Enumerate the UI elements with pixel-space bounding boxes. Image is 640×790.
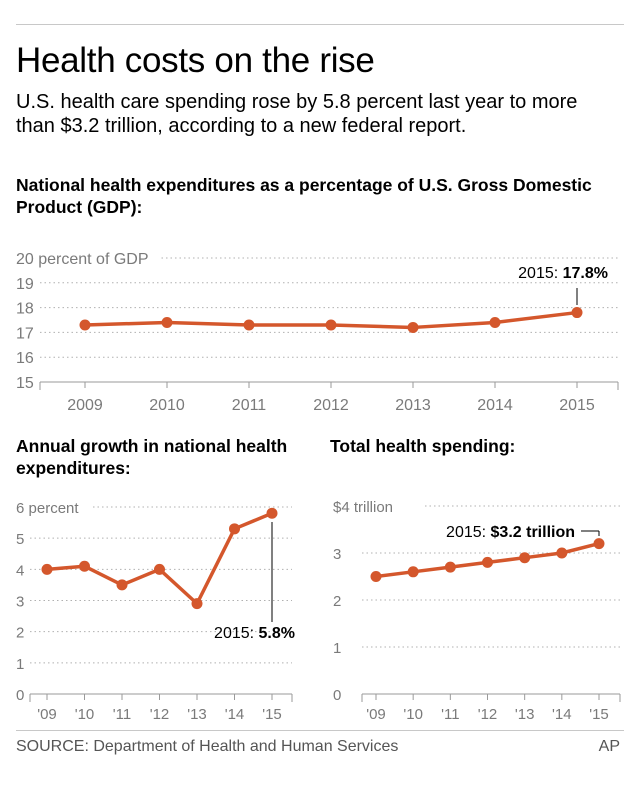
- x-tick-label: '13: [187, 706, 207, 723]
- y-tick-label-backing: [331, 498, 423, 514]
- gdp-chart-title: National health expenditures as a percen…: [16, 175, 592, 217]
- y-tick-label-backing: [14, 499, 91, 515]
- source-note: SOURCE: Department of Health and Human S…: [16, 738, 399, 755]
- y-tick-label: 4: [16, 562, 24, 579]
- data-point: [571, 307, 583, 319]
- top-rule: [16, 24, 624, 25]
- annotation-prefix: 2015:: [446, 524, 490, 541]
- data-point: [116, 579, 128, 591]
- bottom-rule: [16, 730, 624, 731]
- x-tick-label: '11: [113, 706, 131, 723]
- data-point: [79, 319, 91, 331]
- x-tick-label: 2011: [232, 397, 267, 414]
- x-tick-label: 2014: [477, 397, 513, 414]
- data-point: [489, 316, 501, 328]
- annotation-value: 17.8%: [563, 265, 608, 282]
- x-tick-label: '15: [589, 706, 609, 723]
- annotation-value: $3.2 trillion: [491, 524, 575, 541]
- x-tick-label: 2013: [395, 397, 431, 414]
- data-point: [41, 563, 53, 575]
- spending-chart: 0 1 2 3 $4 trillion '09 '10 '11 '12 '13 '14 '15 2015…: [331, 498, 621, 723]
- data-point: [191, 598, 203, 610]
- y-tick-label: 0: [16, 687, 24, 704]
- y-tick-label: 2: [16, 625, 24, 642]
- annotation-label: 2015: 5.8%: [214, 625, 295, 642]
- x-tick-label: '10: [403, 706, 423, 723]
- annotation-value: 5.8%: [259, 625, 295, 642]
- data-point: [482, 556, 493, 568]
- credit-label: AP: [598, 738, 620, 755]
- x-tick-label: '14: [552, 706, 572, 723]
- y-tick-label: 1: [333, 640, 341, 657]
- data-point: [556, 547, 568, 559]
- x-tick-label: '14: [225, 706, 245, 723]
- page-title: Health costs on the rise: [16, 41, 375, 80]
- data-point: [229, 523, 240, 535]
- annotation-label: 2015: 17.8%: [518, 265, 608, 282]
- y-tick-label: 16: [16, 350, 34, 367]
- x-tick-label: 2010: [149, 397, 185, 414]
- data-point: [161, 316, 173, 328]
- x-tick-label: '10: [75, 706, 95, 723]
- spending-chart-title: Total health spending:: [330, 436, 516, 456]
- data-point: [79, 560, 90, 572]
- data-point: [370, 571, 382, 582]
- x-tick-label: '11: [441, 706, 459, 723]
- y-tick-label: 1: [16, 656, 24, 673]
- data-point: [519, 552, 531, 564]
- data-point: [154, 563, 165, 575]
- x-tick-label: '15: [262, 706, 282, 723]
- y-tick-label-backing: [14, 250, 162, 266]
- data-point: [243, 319, 255, 331]
- y-tick-label: 18: [16, 301, 34, 318]
- growth-chart-title: Annual growth in national health expendi…: [16, 436, 288, 478]
- y-tick-label: 3: [16, 594, 24, 611]
- data-point: [407, 566, 419, 578]
- data-point: [266, 507, 278, 519]
- growth-chart: 0 1 2 3 4 5 6 percent '09 '10 '11 '12 '13 '14 '15 2015…: [14, 499, 295, 723]
- x-tick-label: '09: [37, 706, 57, 723]
- y-tick-label: 5: [16, 531, 24, 548]
- y-tick-label: 0: [333, 687, 341, 704]
- page-subtitle: U.S. health care spending rose by 5.8 pe…: [16, 91, 578, 137]
- x-tick-label: 2012: [313, 397, 349, 414]
- y-tick-label: 6 percent: [16, 500, 79, 517]
- y-tick-label: 17: [16, 325, 34, 342]
- x-tick-label: '12: [150, 706, 170, 723]
- y-tick-label: 3: [333, 546, 341, 563]
- x-tick-label: '12: [478, 706, 498, 723]
- data-point: [407, 321, 419, 333]
- y-tick-label: 2: [333, 593, 341, 610]
- x-tick-label: 2009: [67, 397, 103, 414]
- y-tick-label: 20 percent of GDP: [16, 251, 149, 268]
- data-point: [444, 561, 456, 573]
- gdp-chart: 15 16 17 18 19 20 percent of GDP 2009 2010 2011 2…: [14, 250, 619, 414]
- x-tick-label: '13: [515, 706, 535, 723]
- data-point: [325, 319, 337, 331]
- annotation-prefix: 2015:: [214, 625, 258, 642]
- annotation-label: 2015: $3.2 trillion: [446, 524, 575, 541]
- data-point: [593, 538, 605, 550]
- annotation-prefix: 2015:: [518, 265, 562, 282]
- y-tick-label: 15: [16, 375, 34, 392]
- y-tick-label: $4 trillion: [333, 499, 393, 516]
- x-tick-label: '09: [366, 706, 386, 723]
- x-tick-label: 2015: [559, 397, 595, 414]
- y-tick-label: 19: [16, 276, 34, 293]
